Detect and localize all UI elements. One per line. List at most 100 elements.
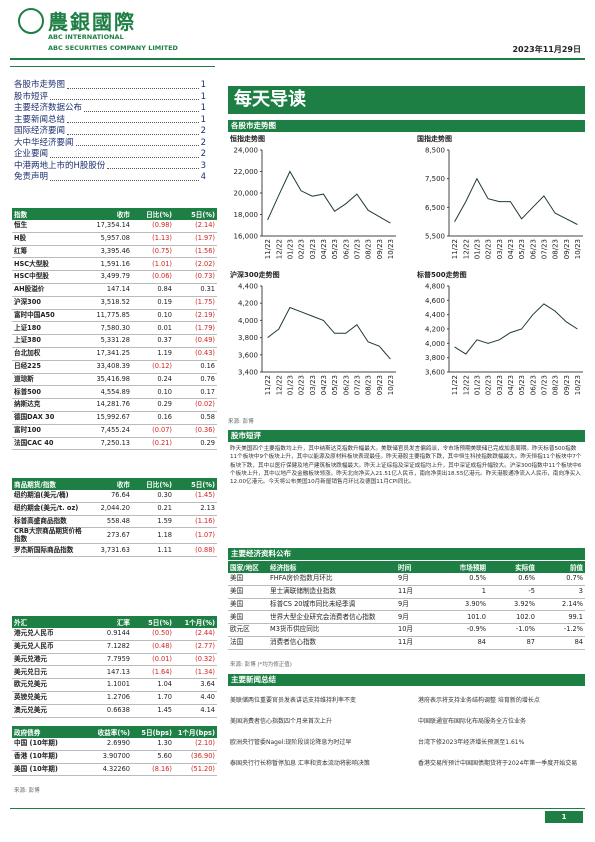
cell: 4.40: [174, 691, 217, 705]
row: 日经225 33,408.39 (0.12) 0.16: [12, 360, 217, 374]
row: 上证180 7,580.30 0.01 (1.79): [12, 321, 217, 336]
x-tick-label: 03/23: [309, 239, 317, 259]
row: H股 5,957.08 (1.13) (1.97): [12, 232, 217, 246]
cell: 法国: [228, 636, 268, 650]
header-cell: 实际值: [488, 561, 537, 573]
chart-title: 恒指走势图: [229, 134, 265, 143]
x-tick-label: 05/23: [331, 239, 339, 259]
cell: 0.7%: [537, 573, 585, 586]
x-tick-label: 06/23: [529, 239, 537, 259]
y-tick-label: 5,500: [425, 233, 445, 241]
y-tick-label: 3,600: [238, 351, 258, 359]
cell: 0.01: [132, 321, 174, 336]
cell: 1.30: [132, 738, 174, 751]
cell: 日经225: [12, 360, 84, 374]
cell: 7.1282: [84, 640, 132, 654]
row: 港元兑人民币 0.9144 (0.50) (2.44): [12, 628, 217, 641]
cell: 147.14: [84, 283, 132, 297]
header-cell: 前值: [537, 561, 585, 573]
row: 富时中国A50 11,775.85 0.10 (2.19): [12, 309, 217, 323]
cell: 0.16: [132, 411, 174, 425]
cell: 罗杰斯国际商品指数: [12, 543, 84, 558]
toc-entry: 股市短评 1: [14, 92, 206, 104]
toc-page: 1: [200, 114, 206, 125]
section-bar: 主要经济资料公布: [228, 548, 585, 560]
x-tick-label: 01/23: [286, 375, 294, 395]
y-tick-label: 3,800: [425, 354, 445, 362]
x-tick-label: 11/22: [451, 375, 459, 395]
cell: 7,250.13: [84, 437, 132, 451]
toc-label: 主要新闻总结: [14, 114, 66, 125]
x-tick-label: 03/23: [496, 375, 504, 395]
toc-entry: 大中华经济要闻 2: [14, 138, 206, 150]
news-item: 港府表示将支持业务结构调整 培育新的增长点: [418, 697, 540, 704]
company-en: ABC SECURITIES COMPANY LIMITED: [48, 44, 178, 52]
header-cell: 汇率: [84, 616, 132, 628]
toc-label: 主要经济数据公布: [14, 103, 83, 113]
cell: 美元兑港元: [12, 653, 84, 667]
x-tick-label: 05/23: [518, 239, 526, 259]
cell: 1.2706: [84, 691, 132, 705]
toc-page: 2: [200, 126, 206, 136]
x-tick-label: 01/23: [473, 375, 481, 395]
news-item: 美联储两位重要官员发表讲话支持维持利率不变: [230, 697, 357, 704]
cell: 上证380: [12, 334, 84, 348]
cell: 美国: [228, 573, 268, 586]
cell: 标普500: [12, 385, 84, 400]
cell: 1.04: [132, 678, 174, 692]
source: 来源: 彭博: [14, 788, 40, 794]
header-cell: 市场预期: [436, 561, 488, 573]
row: 英镑兑美元 1.2706 1.70 4.40: [12, 691, 217, 705]
cell: 84: [537, 636, 585, 650]
cell: 4.14: [174, 704, 217, 718]
cell: 1.70: [132, 691, 174, 705]
cell: 标普CS 20城市同比未经季调: [268, 598, 396, 612]
cell: (1.79): [174, 321, 217, 336]
row: 罗杰斯国际商品指数 3,731.63 1.11 (0.88): [12, 543, 217, 558]
toc-entry: 免责声明 4: [14, 172, 206, 184]
cell: 11,775.85: [84, 309, 132, 323]
toc-rule: [10, 66, 215, 67]
cell: (36.90): [174, 750, 217, 764]
x-tick-label: 02/23: [485, 239, 493, 259]
cell: 美国: [228, 610, 268, 625]
cell: 纽约期金(美元/t. oz): [12, 502, 84, 516]
cell: 11月: [396, 585, 436, 599]
toc-leader: [75, 138, 199, 146]
cell: 3: [537, 585, 585, 599]
x-tick-label: 02/23: [485, 375, 493, 395]
row: 标普500 4,554.89 0.10 0.17: [12, 385, 217, 400]
cell: 港元兑人民币: [12, 628, 84, 641]
x-tick-label: 08/23: [552, 375, 560, 395]
x-tick-label: 06/23: [529, 375, 537, 395]
x-tick-label: 04/23: [320, 375, 328, 395]
x-tick-label: 07/23: [353, 239, 361, 259]
x-tick-label: 05/23: [331, 375, 339, 395]
y-tick-label: 24,000: [234, 147, 259, 155]
cell: 3.90%: [436, 598, 488, 612]
cell: (0.21): [132, 437, 174, 451]
header-row: 国家/地区 经济指标 时间 市场预期 实际值 前值: [228, 561, 585, 573]
cell: 99.1: [537, 610, 585, 625]
cell: (0.06): [132, 270, 174, 284]
cell: 纳斯达克: [12, 398, 84, 412]
cell: 33,408.39: [84, 360, 132, 374]
cell: (0.98): [132, 220, 174, 233]
cell: FHFA房价指数月环比: [268, 573, 396, 586]
cell: 0.6%: [488, 573, 537, 586]
y-tick-label: 3,800: [238, 334, 258, 342]
page-title: 每天导读: [228, 86, 585, 114]
x-tick-label: 08/23: [365, 375, 373, 395]
cell: (0.32): [174, 653, 217, 667]
header-cell: 指数: [12, 208, 84, 220]
header-row: 外汇 汇率 5日(%) 1个月(%): [12, 616, 217, 628]
news-item: 中国联通宣布国际化布局服务全方位业务: [418, 718, 527, 725]
cell: (0.43): [174, 347, 217, 361]
y-tick-label: 4,200: [238, 300, 258, 308]
footer-rule: [10, 808, 585, 809]
toc-leader: [50, 172, 199, 181]
line-series: [267, 306, 391, 360]
cell: (2.14): [174, 220, 217, 233]
cell: (1.16): [174, 515, 217, 529]
